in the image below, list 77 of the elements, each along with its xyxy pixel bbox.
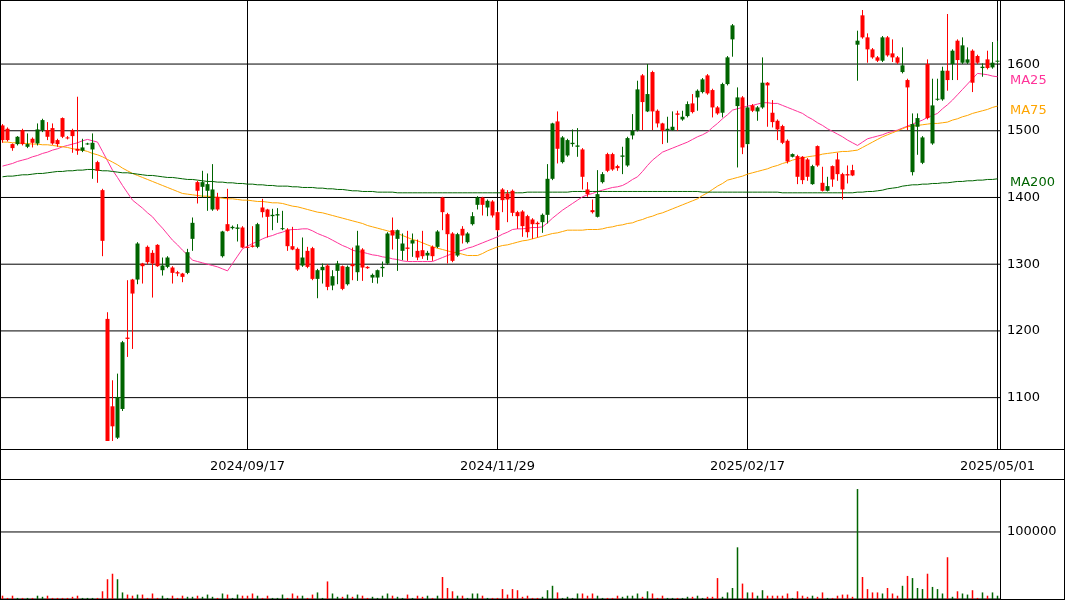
y-tick-label: 1100 bbox=[1007, 389, 1041, 405]
line-series bbox=[2, 72, 998, 272]
candlestick bbox=[810, 164, 815, 186]
candlestick bbox=[455, 232, 460, 258]
y-tick-label: 1500 bbox=[1007, 122, 1041, 138]
candlestick bbox=[315, 268, 320, 299]
candlestick bbox=[575, 127, 580, 158]
candlestick bbox=[390, 216, 395, 251]
candlestick bbox=[815, 144, 820, 168]
candlestick bbox=[325, 263, 330, 291]
candlestick bbox=[300, 237, 305, 268]
x-tick-label: 2024/09/17 bbox=[210, 457, 285, 473]
candlestick bbox=[330, 269, 335, 291]
candlestick bbox=[655, 108, 660, 128]
candlestick bbox=[935, 78, 940, 102]
series-label: MA75 bbox=[1010, 101, 1047, 117]
candlestick bbox=[280, 210, 285, 231]
candlestick bbox=[320, 263, 325, 285]
series-label: MA200 bbox=[1010, 174, 1055, 190]
candlestick bbox=[195, 180, 200, 204]
candlestick bbox=[435, 229, 440, 249]
candlestick bbox=[900, 46, 905, 74]
candlestick bbox=[60, 116, 65, 139]
candlestick bbox=[690, 93, 695, 114]
candlestick bbox=[395, 229, 400, 272]
candlestick bbox=[880, 35, 885, 63]
candlestick bbox=[440, 196, 445, 231]
candlestick bbox=[645, 63, 650, 113]
line-series bbox=[2, 105, 998, 257]
candlestick bbox=[835, 152, 840, 182]
y-tick-label: 1400 bbox=[1007, 188, 1041, 204]
candlestick bbox=[855, 30, 860, 82]
candlestick bbox=[905, 78, 910, 131]
candlestick bbox=[670, 110, 675, 132]
candlestick bbox=[730, 23, 735, 58]
candlestick bbox=[345, 265, 350, 287]
x-tick-label: 2025/05/01 bbox=[960, 457, 1035, 473]
candlestick bbox=[985, 50, 990, 70]
candlestick bbox=[190, 216, 195, 252]
candlestick bbox=[265, 208, 270, 239]
candlestick bbox=[285, 227, 290, 252]
candlestick bbox=[420, 230, 425, 260]
candlestick bbox=[805, 157, 810, 182]
y-tick-label: 1200 bbox=[1007, 322, 1041, 338]
candlestick bbox=[215, 192, 220, 212]
candlestick bbox=[185, 248, 190, 275]
y-tick-label: 100000 bbox=[1007, 523, 1057, 539]
y-tick-label: 1600 bbox=[1007, 55, 1041, 71]
y-tick-label: 1300 bbox=[1007, 255, 1041, 271]
candlestick bbox=[130, 278, 135, 350]
candlestick bbox=[350, 247, 355, 281]
candlestick bbox=[225, 188, 230, 233]
candlestick bbox=[95, 160, 100, 184]
candlestick bbox=[400, 233, 405, 261]
candlestick bbox=[675, 110, 680, 132]
candlestick bbox=[340, 265, 345, 291]
candlestick bbox=[820, 166, 825, 192]
candlestick bbox=[995, 40, 1000, 65]
candlestick bbox=[890, 38, 895, 63]
candlestick bbox=[950, 48, 955, 81]
candlestick bbox=[335, 260, 340, 285]
series-label: MA25 bbox=[1010, 72, 1047, 88]
x-tick-label: 2024/11/29 bbox=[460, 457, 535, 473]
candlestick bbox=[955, 38, 960, 81]
candlestick bbox=[445, 212, 450, 265]
candlestick bbox=[540, 212, 545, 234]
candlestick bbox=[410, 233, 415, 258]
candlestick bbox=[255, 222, 260, 249]
candlestick bbox=[295, 247, 300, 272]
x-tick-label: 2025/02/17 bbox=[710, 457, 785, 473]
candlestick bbox=[865, 32, 870, 64]
candlestick bbox=[735, 86, 740, 168]
candlestick bbox=[860, 9, 865, 40]
candlestick bbox=[945, 13, 950, 92]
candlestick bbox=[155, 243, 160, 268]
candlestick bbox=[70, 128, 75, 154]
candlestick bbox=[75, 96, 80, 156]
